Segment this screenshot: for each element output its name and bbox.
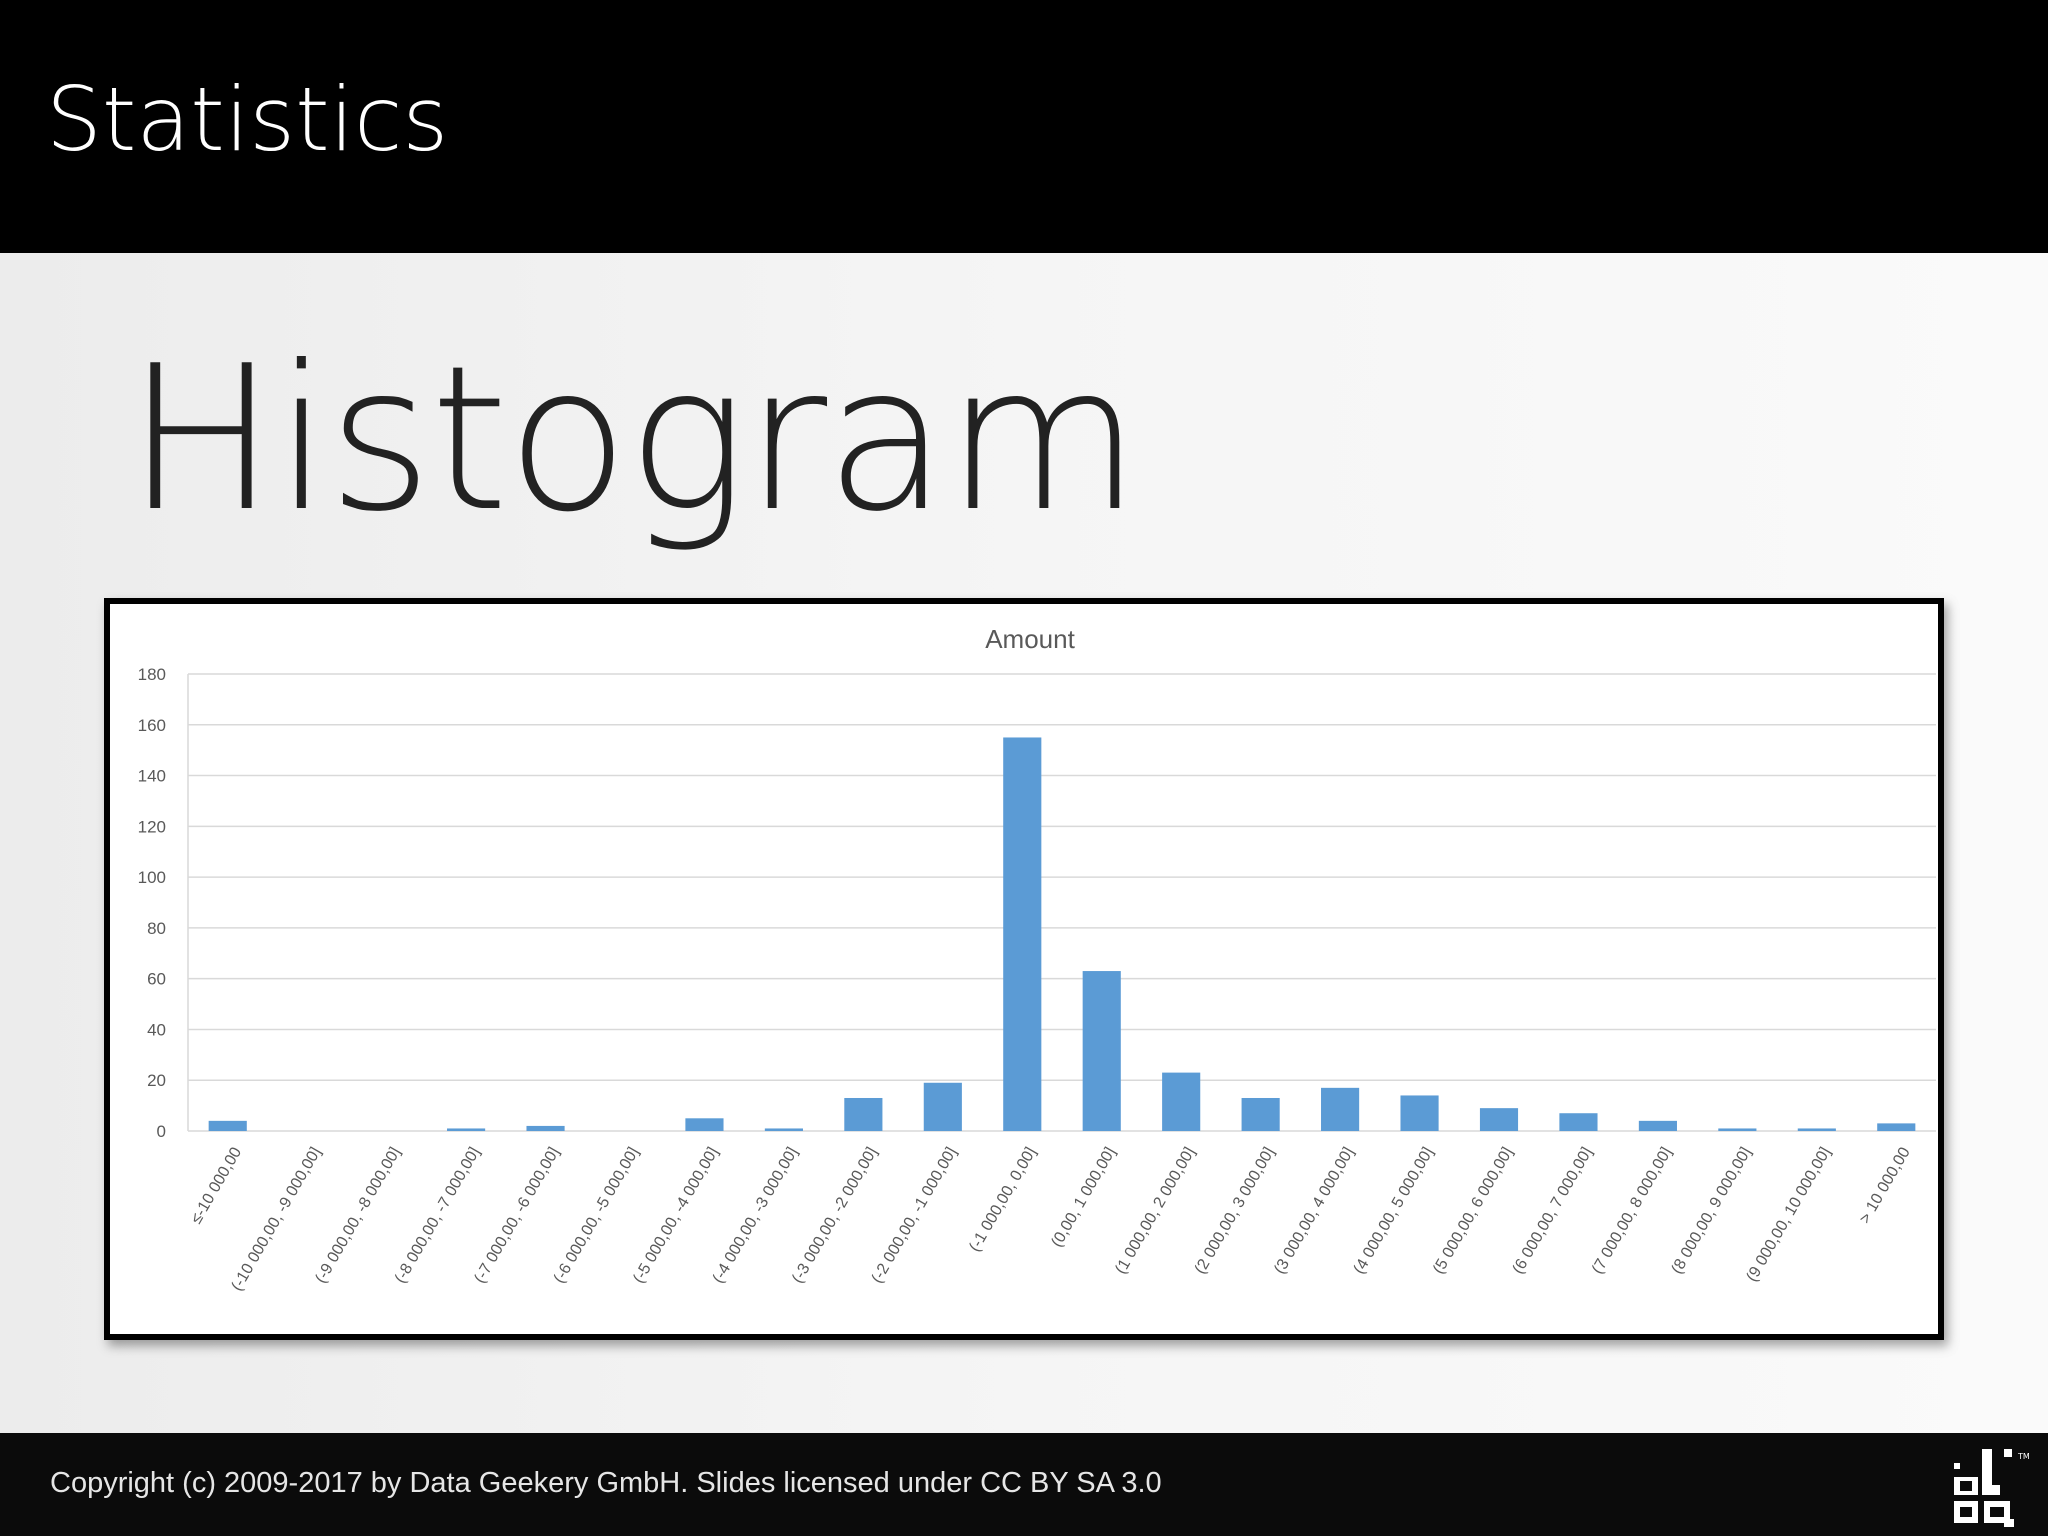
chart-gridlines (187, 673, 1936, 1132)
bar (1241, 1097, 1280, 1131)
y-tick-label: 100 (138, 868, 166, 887)
x-tick-label: (1 000,00, 2 000,00] (1112, 1145, 1198, 1278)
bar (1877, 1123, 1916, 1131)
x-tick-label: (-4 000,00, -3 000,00] (710, 1145, 802, 1287)
chart-title: Amount (985, 624, 1075, 654)
bar (208, 1120, 247, 1131)
x-tick-label: (7 000,00, 8 000,00] (1589, 1145, 1675, 1278)
y-tick-label: 40 (147, 1020, 166, 1039)
histogram-chart: Amount 0 20 40 60 80 100 120 140 160 180 ≤-10 000… (104, 598, 1944, 1340)
bar (764, 1128, 803, 1131)
y-tick-label: 60 (147, 970, 166, 989)
y-tick-label: 80 (147, 919, 166, 938)
bar (447, 1128, 486, 1131)
section-title: Statistics (46, 68, 449, 171)
slide-header: Statistics (0, 0, 2048, 253)
x-tick-label: (9 000,00, 10 000,00] (1743, 1145, 1834, 1285)
copyright-text: Copyright (c) 2009-2017 by Data Geekery … (50, 1467, 1162, 1499)
bar (1003, 737, 1042, 1131)
x-tick-label: ≤-10 000,00 (188, 1144, 245, 1226)
bar (1400, 1095, 1439, 1131)
x-tick-label: (-6 000,00, -5 000,00] (551, 1145, 643, 1287)
bar (1559, 1113, 1598, 1131)
x-tick-label: (0,00, 1 000,00] (1048, 1145, 1119, 1251)
y-axis-ticks: 0 20 40 60 80 100 120 140 160 180 (138, 665, 166, 1141)
x-tick-label: (5 000,00, 6 000,00] (1430, 1145, 1516, 1278)
bar (1162, 1072, 1201, 1131)
chart-bars (208, 737, 1916, 1131)
x-tick-label: (-7 000,00, -6 000,00] (471, 1145, 563, 1287)
bar (685, 1118, 724, 1131)
y-tick-label: 20 (147, 1071, 166, 1090)
y-tick-label: 140 (138, 767, 166, 786)
svg-text:TM: TM (2017, 1452, 2030, 1461)
slide-footer: Copyright (c) 2009-2017 by Data Geekery … (0, 1433, 2048, 1536)
bar (1321, 1087, 1360, 1131)
bar (1082, 971, 1121, 1131)
x-tick-label: (-3 000,00, -2 000,00] (789, 1145, 881, 1287)
x-tick-label: (8 000,00, 9 000,00] (1668, 1145, 1754, 1278)
bar (844, 1097, 883, 1131)
bar (526, 1125, 565, 1131)
bar (1718, 1128, 1757, 1131)
slide-title: Histogram (126, 323, 1141, 556)
x-tick-label: (2 000,00, 3 000,00] (1192, 1145, 1278, 1278)
bar (1479, 1108, 1519, 1131)
x-tick-label: (-9 000,00, -8 000,00] (312, 1145, 404, 1287)
bar (923, 1082, 962, 1131)
y-tick-label: 120 (138, 817, 166, 836)
chart-svg: Amount 0 20 40 60 80 100 120 140 160 180 ≤-10 000… (138, 624, 1936, 1294)
x-tick-label: (6 000,00, 7 000,00] (1510, 1145, 1596, 1278)
x-tick-label: (-8 000,00, -7 000,00] (392, 1145, 484, 1287)
bar (1797, 1128, 1836, 1131)
x-tick-label: (3 000,00, 4 000,00] (1271, 1145, 1357, 1278)
x-tick-label: (-1 000,00, 0,00] (966, 1145, 1039, 1255)
x-tick-label: (4 000,00, 5 000,00] (1351, 1145, 1437, 1278)
y-tick-label: 160 (138, 716, 166, 735)
x-axis-ticks: ≤-10 000,00(-10 000,00, -9 000,00](-9 00… (188, 1144, 1914, 1294)
x-tick-label: (-5 000,00, -4 000,00] (630, 1145, 722, 1287)
bar (1638, 1120, 1677, 1131)
y-tick-label: 0 (157, 1122, 166, 1141)
y-tick-label: 180 (138, 665, 166, 684)
x-tick-label: > 10 000,00 (1857, 1144, 1914, 1226)
x-tick-label: (-10 000,00, -9 000,00] (229, 1145, 325, 1294)
x-tick-label: (-2 000,00, -1 000,00] (869, 1145, 961, 1287)
jooq-logo-icon: TM (1954, 1449, 2030, 1527)
